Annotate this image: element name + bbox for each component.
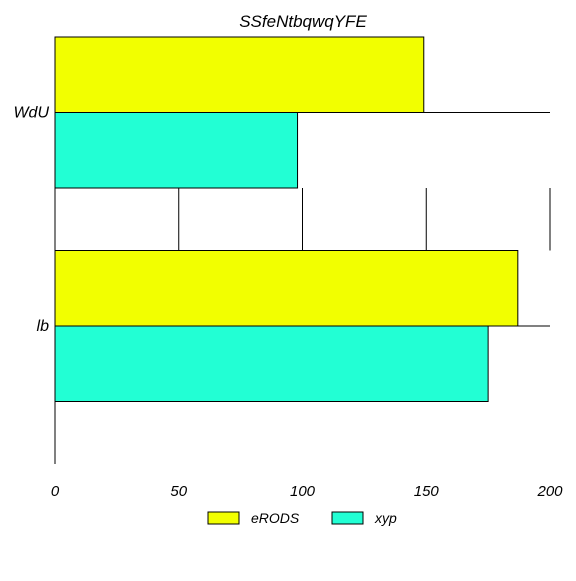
legend: eRODS xyp — [207, 510, 397, 526]
legend-swatch-xyp — [331, 511, 364, 525]
bars — [54, 36, 519, 402]
x-tick-label-1: 50 — [170, 483, 187, 500]
x-tick-label-0: 0 — [51, 483, 60, 500]
x-tick-label-2: 100 — [290, 483, 316, 500]
chart-title: SSfeNtbqwqYFE — [239, 12, 367, 31]
axes: WdU lb 0 50 100 150 200 — [13, 37, 563, 500]
y-tick-label-lb: lb — [37, 318, 50, 335]
x-tick-label-3: 150 — [414, 483, 440, 500]
legend-swatch-eRODS — [207, 511, 240, 525]
bar-xyp-WdU — [54, 112, 299, 189]
bar-eRODS-lb — [54, 250, 519, 327]
bar-xyp-lb — [54, 325, 489, 402]
legend-label-xyp: xyp — [374, 510, 397, 526]
gridlines — [178, 188, 551, 251]
x-tick-label-4: 200 — [536, 483, 563, 500]
y-tick-label-WdU: WdU — [13, 105, 49, 122]
bar-eRODS-WdU — [54, 36, 425, 113]
legend-label-eRODS: eRODS — [251, 510, 300, 526]
